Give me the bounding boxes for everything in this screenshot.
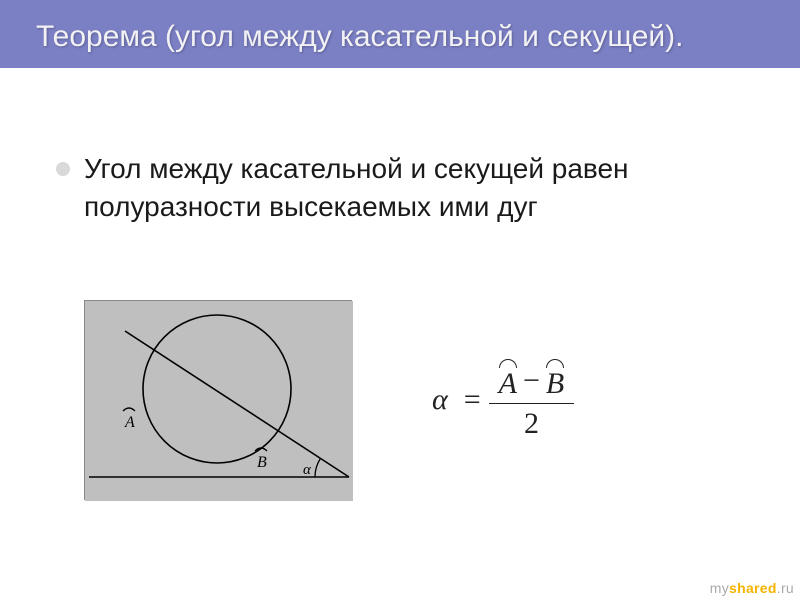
- figure-row: A B α α = A − B 2: [84, 300, 574, 500]
- watermark-domain: .ru: [777, 580, 794, 596]
- watermark: myshared.ru: [710, 580, 794, 596]
- formula-num-A: A: [499, 361, 517, 400]
- formula-num-minus: −: [523, 364, 540, 397]
- title-bar: Теорема (угол между касательной и секуще…: [0, 0, 800, 68]
- bullet-item: Угол между касательной и секущей равен п…: [56, 150, 760, 226]
- svg-text:α: α: [303, 462, 312, 478]
- geometry-diagram: A B α: [84, 300, 352, 500]
- formula-numerator: A − B: [489, 361, 575, 400]
- body-area: Угол между касательной и секущей равен п…: [56, 150, 760, 226]
- watermark-left: my: [710, 580, 729, 596]
- watermark-right: shared: [729, 580, 777, 596]
- formula-denominator: 2: [514, 407, 549, 440]
- svg-text:B: B: [257, 454, 267, 471]
- slide: Теорема (угол между касательной и секуще…: [0, 0, 800, 600]
- formula-fraction: A − B 2: [489, 361, 575, 440]
- formula: α = A − B 2: [432, 361, 574, 440]
- fraction-bar: [489, 403, 575, 404]
- slide-title: Теорема (угол между касательной и секуще…: [36, 20, 683, 53]
- formula-lhs: α: [432, 383, 456, 417]
- bullet-dot-icon: [56, 162, 70, 176]
- svg-text:A: A: [124, 414, 135, 431]
- formula-num-B: B: [546, 361, 564, 400]
- formula-equals: =: [456, 383, 489, 417]
- bullet-text: Угол между касательной и секущей равен п…: [84, 150, 760, 226]
